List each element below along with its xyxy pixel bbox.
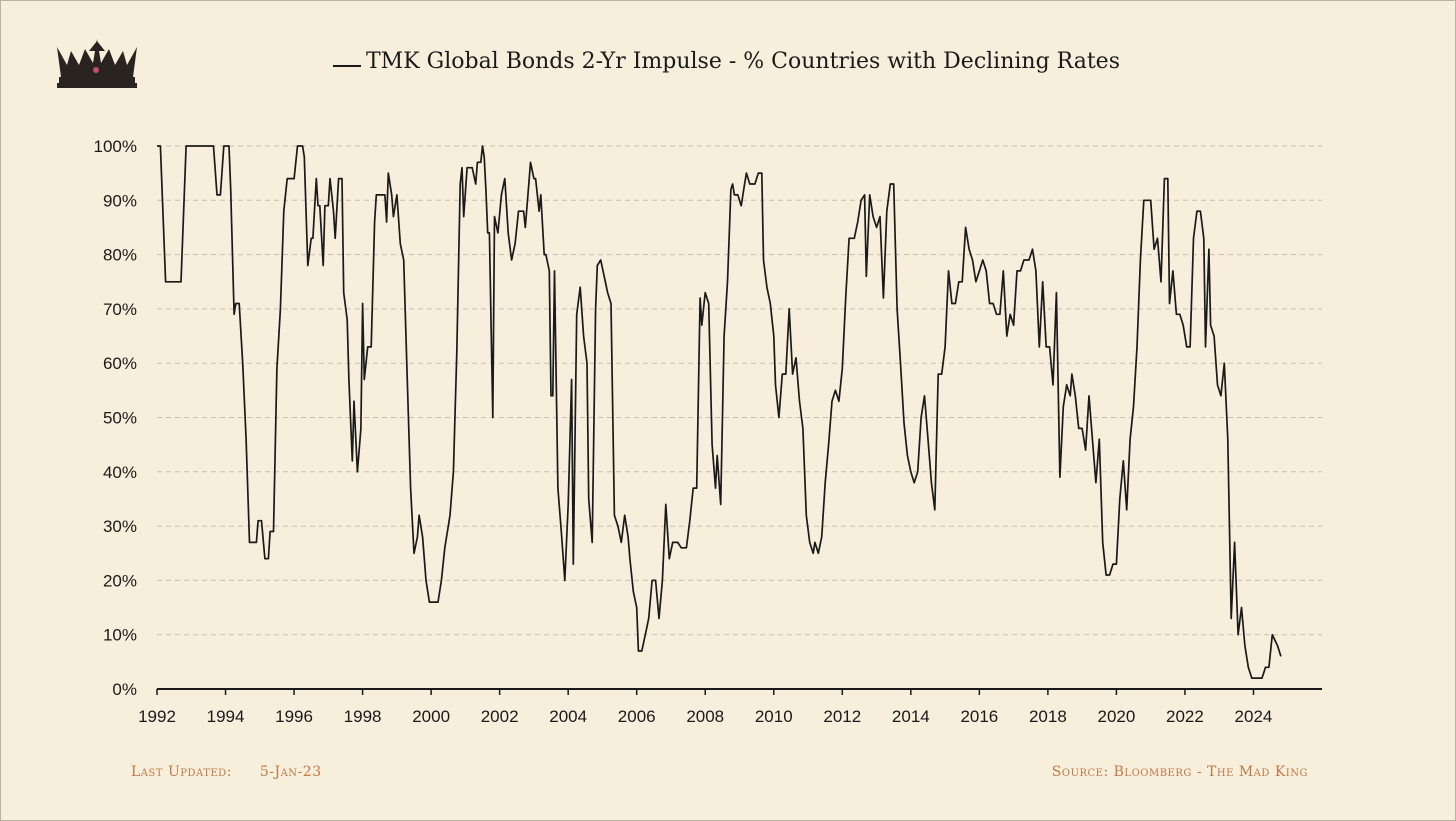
y-tick-label: 30%	[103, 517, 137, 536]
x-tick-label: 1994	[207, 707, 245, 726]
x-tick-label: 2000	[412, 707, 450, 726]
x-tick-label: 2024	[1235, 707, 1273, 726]
x-tick-label: 2012	[823, 707, 861, 726]
y-axis-labels: 0% 10% 20% 30% 40% 50% 60% 70% 80% 90% 100%	[94, 137, 137, 699]
chart-legend: TMK Global Bonds 2-Yr Impulse - % Countr…	[333, 49, 1120, 74]
grid-lines	[157, 145, 1322, 636]
x-tick-label: 2016	[960, 707, 998, 726]
series-line	[157, 145, 1282, 679]
source-note: Source: Bloomberg - The Mad King	[1051, 764, 1308, 780]
y-tick-label: 90%	[103, 191, 137, 210]
y-tick-label: 70%	[103, 300, 137, 319]
crown-icon	[57, 39, 137, 88]
y-tick-label: 10%	[103, 626, 137, 645]
chart-title: TMK Global Bonds 2-Yr Impulse - % Countr…	[366, 49, 1120, 74]
x-tick-label: 2020	[1097, 707, 1135, 726]
y-tick-label: 50%	[103, 409, 137, 428]
x-tick-label: 2008	[686, 707, 724, 726]
x-tick-label: 1998	[344, 707, 382, 726]
y-tick-label: 0%	[112, 680, 137, 699]
x-axis-labels: 1992 1994 1996 1998 2000 2002 2004 2006 2008 2010…	[138, 689, 1272, 726]
last-updated-label: Last Updated:	[131, 764, 232, 780]
y-tick-label: 20%	[103, 571, 137, 590]
x-tick-label: 2018	[1029, 707, 1067, 726]
y-tick-label: 60%	[103, 354, 137, 373]
x-tick-label: 2006	[618, 707, 656, 726]
y-tick-label: 40%	[103, 463, 137, 482]
y-tick-label: 80%	[103, 246, 137, 265]
series-layer	[157, 145, 1282, 679]
x-tick-label: 2004	[549, 707, 587, 726]
x-tick-label: 2022	[1166, 707, 1204, 726]
x-tick-label: 1992	[138, 707, 176, 726]
x-tick-label: 1996	[275, 707, 313, 726]
last-updated: Last Updated: 5-Jan-23	[131, 764, 322, 780]
x-tick-label: 2002	[481, 707, 519, 726]
last-updated-value: 5-Jan-23	[259, 764, 322, 780]
y-tick-label: 100%	[94, 137, 137, 156]
x-tick-label: 2014	[892, 707, 930, 726]
x-tick-label: 2010	[755, 707, 793, 726]
